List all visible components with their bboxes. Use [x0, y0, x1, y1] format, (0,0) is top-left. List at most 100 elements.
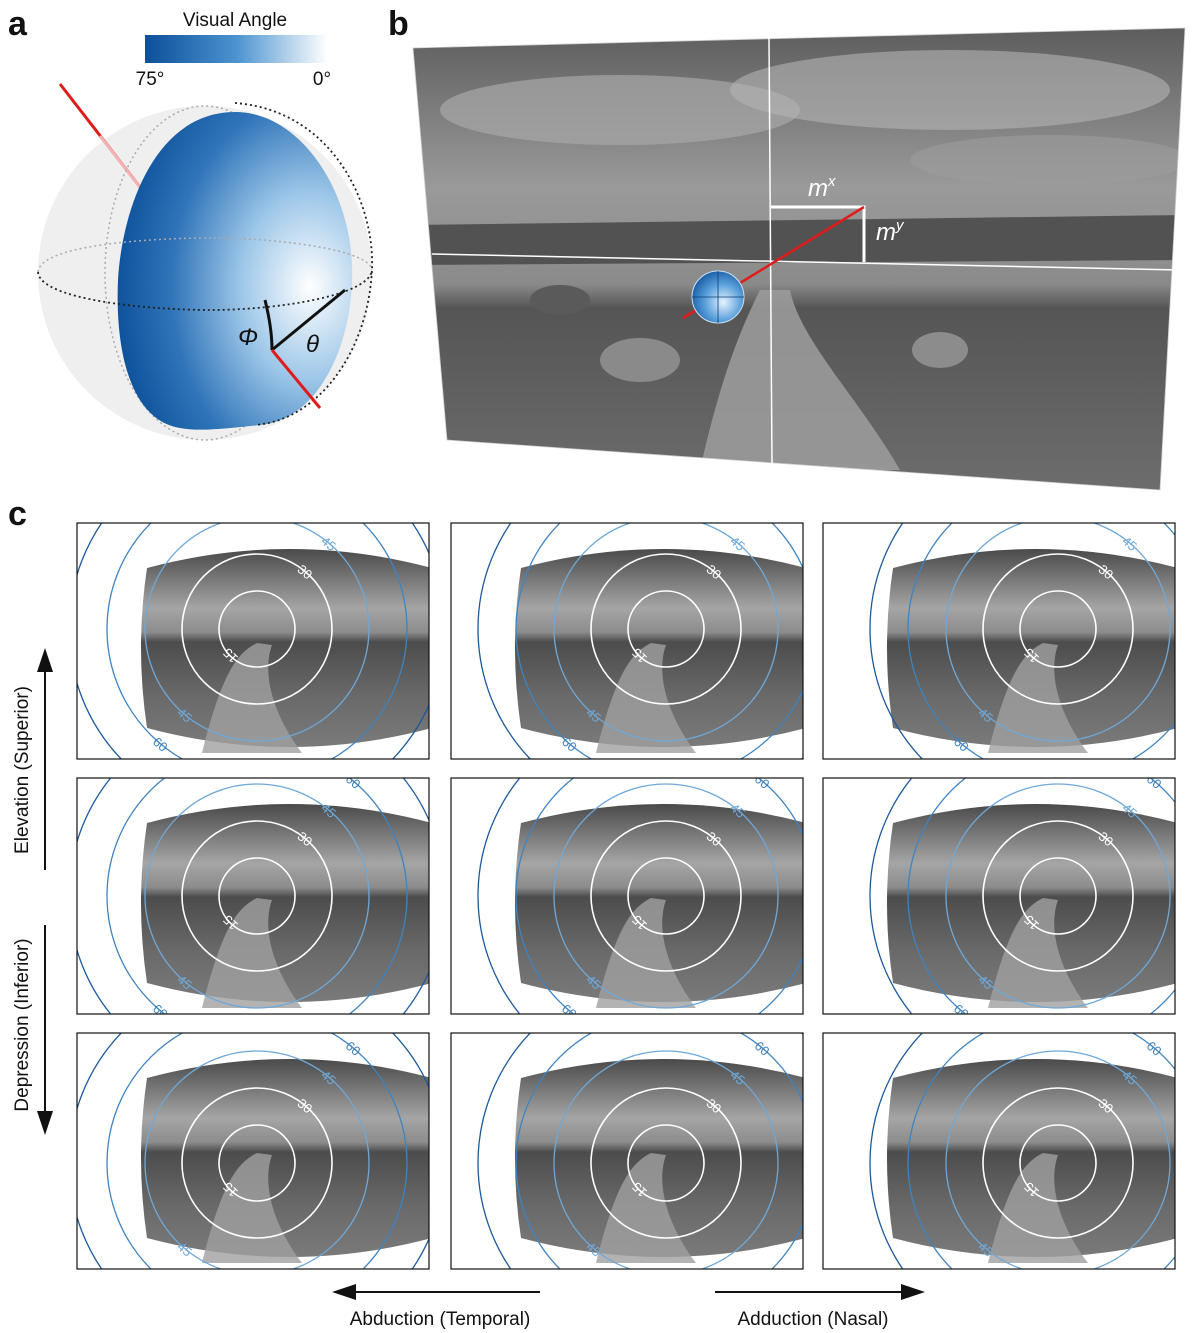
arrow-down-icon [37, 1111, 53, 1135]
angle-ring [515, 1033, 803, 1269]
angle-ring [181, 1087, 333, 1239]
angle-ring [590, 1087, 742, 1239]
angle-ring [218, 1124, 296, 1202]
angle-ring [144, 783, 370, 1009]
angle-ring [181, 820, 333, 972]
angle-ring [907, 523, 1175, 759]
angle-ring [144, 523, 370, 742]
elevation-label: Elevation (Superior) [12, 686, 33, 854]
eye-hemisphere [117, 112, 353, 430]
angle-ring [553, 1050, 779, 1269]
angle-ring [106, 778, 408, 1014]
angle-ring [907, 1033, 1175, 1269]
theta-label: θ [306, 331, 319, 358]
adduction-label: Adduction (Nasal) [737, 1309, 888, 1330]
ring-label: 60 [1144, 771, 1165, 792]
angle-ring [982, 553, 1134, 705]
ring-label: 60 [559, 1268, 580, 1289]
arrow-up-icon [37, 648, 53, 672]
ring-label: 75 [776, 742, 797, 763]
panel-b: mx my [412, 27, 1186, 491]
ring-label: 75 [1168, 475, 1189, 496]
panel-label-c: c [8, 495, 27, 533]
angle-ring [477, 523, 803, 759]
fisheye-image [887, 549, 1175, 747]
phi-label: Φ [238, 324, 258, 351]
angle-ring [945, 1050, 1171, 1269]
ring-label: 60 [951, 1268, 972, 1289]
angle-ring [982, 1087, 1134, 1239]
angle-ring [553, 523, 779, 742]
angle-ring [982, 820, 1134, 972]
angle-ring [218, 590, 296, 668]
ring-label: 75 [534, 1297, 555, 1318]
angle-ring [1019, 1124, 1097, 1202]
my-label: my [876, 217, 905, 246]
arrow-right-icon [901, 1284, 925, 1300]
angle-ring [515, 523, 803, 759]
photo-horizontal-axis [431, 253, 1181, 271]
fisheye-image [887, 804, 1175, 1002]
angle-ring [869, 523, 924, 759]
angle-ring [945, 783, 1171, 1009]
fisheye-image [887, 1059, 1175, 1257]
ring-label: 75 [1168, 1009, 1189, 1030]
angle-ring [869, 1033, 924, 1269]
ring-label: 60 [343, 771, 364, 792]
ring-label: 75 [367, 742, 388, 763]
angle-ring [869, 778, 913, 1014]
angle-ring [553, 783, 779, 1009]
panel-a: Visual Angle 75° 0° Φ θ [37, 10, 373, 441]
ring-label: 75 [1168, 742, 1189, 763]
ring-label: 75 [367, 475, 388, 496]
depression-label: Depression (Inferior) [12, 938, 33, 1111]
ring-label: 60 [1144, 504, 1165, 525]
angle-ring [144, 1050, 370, 1269]
angle-ring [590, 553, 742, 705]
fisheye-image [141, 1059, 429, 1257]
angle-ring [590, 820, 742, 972]
ring-label: 75 [776, 475, 797, 496]
angle-ring [181, 553, 333, 705]
fisheye-image [141, 804, 429, 1002]
angle-ring [106, 523, 408, 759]
panel-label-b: b [388, 5, 409, 43]
angle-ring [945, 523, 1171, 742]
ring-label: 75 [926, 1297, 947, 1318]
fisheye-image [141, 549, 429, 747]
colorbar-max-label: 0° [313, 69, 331, 90]
photo-vertical-axis [768, 37, 773, 465]
ring-label: 60 [150, 1268, 171, 1289]
angle-ring [106, 1033, 408, 1269]
angle-ring [627, 1124, 705, 1202]
ring-label: 60 [752, 504, 773, 525]
panel-label-a: a [8, 5, 28, 43]
ring-label: 60 [752, 771, 773, 792]
gaze-line-front [270, 349, 322, 409]
angle-ring [1019, 857, 1097, 935]
angle-ring [515, 778, 803, 1014]
angle-ring [627, 590, 705, 668]
horizontal-axis: Abduction (Temporal) Adduction (Nasal) [332, 1284, 925, 1330]
arrow-left-icon [332, 1284, 356, 1300]
ring-label: 75 [125, 1297, 146, 1318]
colorbar-min-label: 75° [136, 69, 165, 90]
ring-label: 75 [926, 763, 947, 784]
scene-photo [413, 28, 1185, 490]
ring-label: 60 [343, 504, 364, 525]
colorbar [145, 35, 327, 63]
ring-label: 75 [125, 763, 146, 784]
angle-ring [477, 778, 521, 1014]
angle-ring [477, 1033, 803, 1269]
abduction-label: Abduction (Temporal) [350, 1309, 531, 1330]
mx-label: mx [808, 173, 836, 202]
colorbar-title: Visual Angle [183, 10, 287, 31]
ring-label: 75 [776, 1009, 797, 1030]
